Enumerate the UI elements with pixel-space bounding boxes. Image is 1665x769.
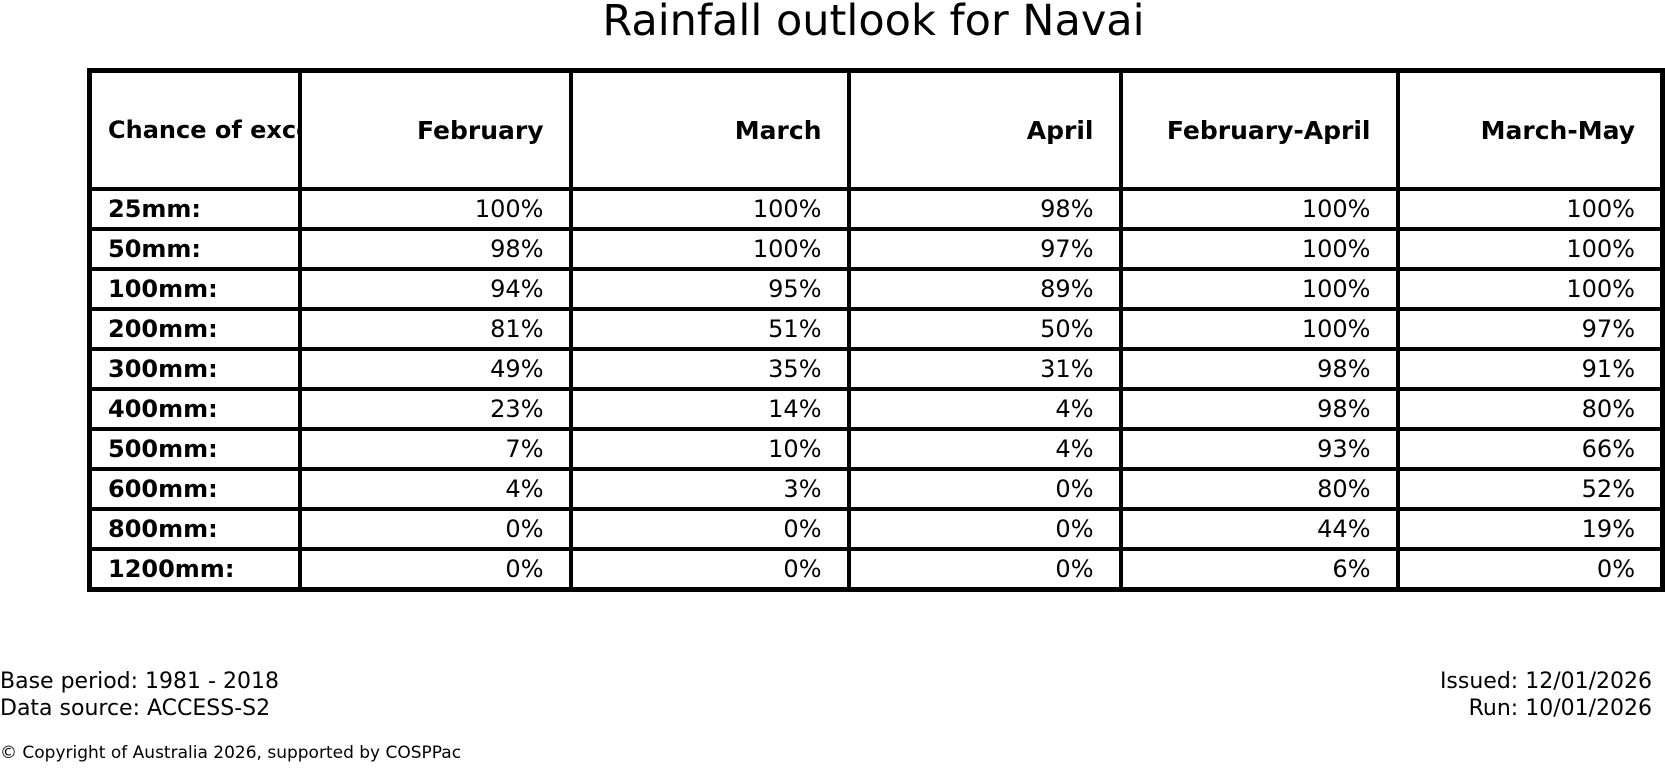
- table-cell: 98%: [1118, 387, 1400, 431]
- table-row: 400mm: 23% 14% 4% 98% 80%: [87, 387, 1665, 431]
- table-cell: 3%: [568, 467, 851, 511]
- table-row: 50mm: 98% 100% 97% 100% 100%: [87, 227, 1665, 271]
- table-cell: 0%: [846, 467, 1123, 511]
- table-cell: 100%: [1118, 307, 1400, 351]
- table-cell: 19%: [1395, 507, 1665, 551]
- table-cell: 44%: [1118, 507, 1400, 551]
- row-label: 500mm:: [87, 427, 302, 471]
- table-cell: 97%: [846, 227, 1123, 271]
- table-cell: 81%: [297, 307, 573, 351]
- table-cell: 0%: [568, 547, 851, 592]
- table-cell: 0%: [846, 507, 1123, 551]
- row-label: 100mm:: [87, 267, 302, 311]
- table-cell: 98%: [1118, 347, 1400, 391]
- table-row: 100mm: 94% 95% 89% 100% 100%: [87, 267, 1665, 311]
- table-cell: 91%: [1395, 347, 1665, 391]
- row-label: 300mm:: [87, 347, 302, 391]
- table-cell: 7%: [297, 427, 573, 471]
- table-cell: 10%: [568, 427, 851, 471]
- table-cell: 0%: [297, 547, 573, 592]
- page-title: Rainfall outlook for Navai: [602, 0, 1145, 46]
- table-row: 800mm: 0% 0% 0% 44% 19%: [87, 507, 1665, 551]
- table-cell: 97%: [1395, 307, 1665, 351]
- column-header-february: February: [297, 68, 573, 191]
- table-cell: 31%: [846, 347, 1123, 391]
- table-cell: 66%: [1395, 427, 1665, 471]
- rainfall-outlook-table: Chance of exceeding a threshold: Februar…: [87, 68, 1665, 592]
- threshold-header: Chance of exceeding a threshold:: [87, 68, 302, 191]
- table-cell: 49%: [297, 347, 573, 391]
- table-cell: 93%: [1118, 427, 1400, 471]
- table-cell: 4%: [846, 427, 1123, 471]
- table-cell: 89%: [846, 267, 1123, 311]
- table-cell: 100%: [568, 187, 851, 231]
- table-row: 1200mm: 0% 0% 0% 6% 0%: [87, 547, 1665, 592]
- base-period-text: Base period: 1981 - 2018: [0, 669, 279, 694]
- row-label: 600mm:: [87, 467, 302, 511]
- row-label: 200mm:: [87, 307, 302, 351]
- table-cell: 14%: [568, 387, 851, 431]
- table-cell: 100%: [1395, 267, 1665, 311]
- column-header-march: March: [568, 68, 851, 191]
- table-cell: 0%: [1395, 547, 1665, 592]
- table-cell: 100%: [1395, 227, 1665, 271]
- table-cell: 100%: [1395, 187, 1665, 231]
- table-cell: 100%: [1118, 267, 1400, 311]
- column-header-march-may: March-May: [1395, 68, 1665, 191]
- table-cell: 50%: [846, 307, 1123, 351]
- header-row: Chance of exceeding a threshold: Februar…: [87, 68, 1665, 191]
- table-cell: 100%: [297, 187, 573, 231]
- table-row: 300mm: 49% 35% 31% 98% 91%: [87, 347, 1665, 391]
- row-label: 25mm:: [87, 187, 302, 231]
- table-cell: 35%: [568, 347, 851, 391]
- table-cell: 6%: [1118, 547, 1400, 592]
- table-cell: 52%: [1395, 467, 1665, 511]
- table-cell: 98%: [846, 187, 1123, 231]
- table-row: 200mm: 81% 51% 50% 100% 97%: [87, 307, 1665, 351]
- footer-right-block: Issued: 12/01/2026 Run: 10/01/2026: [1440, 668, 1652, 722]
- row-label: 1200mm:: [87, 547, 302, 592]
- table-cell: 51%: [568, 307, 851, 351]
- table-cell: 0%: [568, 507, 851, 551]
- table-cell: 94%: [297, 267, 573, 311]
- table-cell: 4%: [297, 467, 573, 511]
- table-cell: 0%: [297, 507, 573, 551]
- table-cell: 4%: [846, 387, 1123, 431]
- column-header-april: April: [846, 68, 1123, 191]
- column-header-february-april: February-April: [1118, 68, 1400, 191]
- table-cell: 80%: [1118, 467, 1400, 511]
- row-label: 400mm:: [87, 387, 302, 431]
- table-cell: 80%: [1395, 387, 1665, 431]
- table-cell: 100%: [1118, 187, 1400, 231]
- table-cell: 100%: [568, 227, 851, 271]
- footer-left-block: Base period: 1981 - 2018 Data source: AC…: [0, 668, 279, 722]
- table-cell: 0%: [846, 547, 1123, 592]
- run-date-text: Run: 10/01/2026: [1468, 696, 1652, 721]
- table-cell: 98%: [297, 227, 573, 271]
- table-cell: 95%: [568, 267, 851, 311]
- table-cell: 23%: [297, 387, 573, 431]
- copyright-text: © Copyright of Australia 2026, supported…: [0, 743, 462, 763]
- table-row: 25mm: 100% 100% 98% 100% 100%: [87, 187, 1665, 231]
- row-label: 50mm:: [87, 227, 302, 271]
- row-label: 800mm:: [87, 507, 302, 551]
- table-row: 500mm: 7% 10% 4% 93% 66%: [87, 427, 1665, 471]
- issued-date-text: Issued: 12/01/2026: [1439, 669, 1652, 694]
- table-cell: 100%: [1118, 227, 1400, 271]
- data-source-text: Data source: ACCESS-S2: [0, 696, 271, 721]
- table-row: 600mm: 4% 3% 0% 80% 52%: [87, 467, 1665, 511]
